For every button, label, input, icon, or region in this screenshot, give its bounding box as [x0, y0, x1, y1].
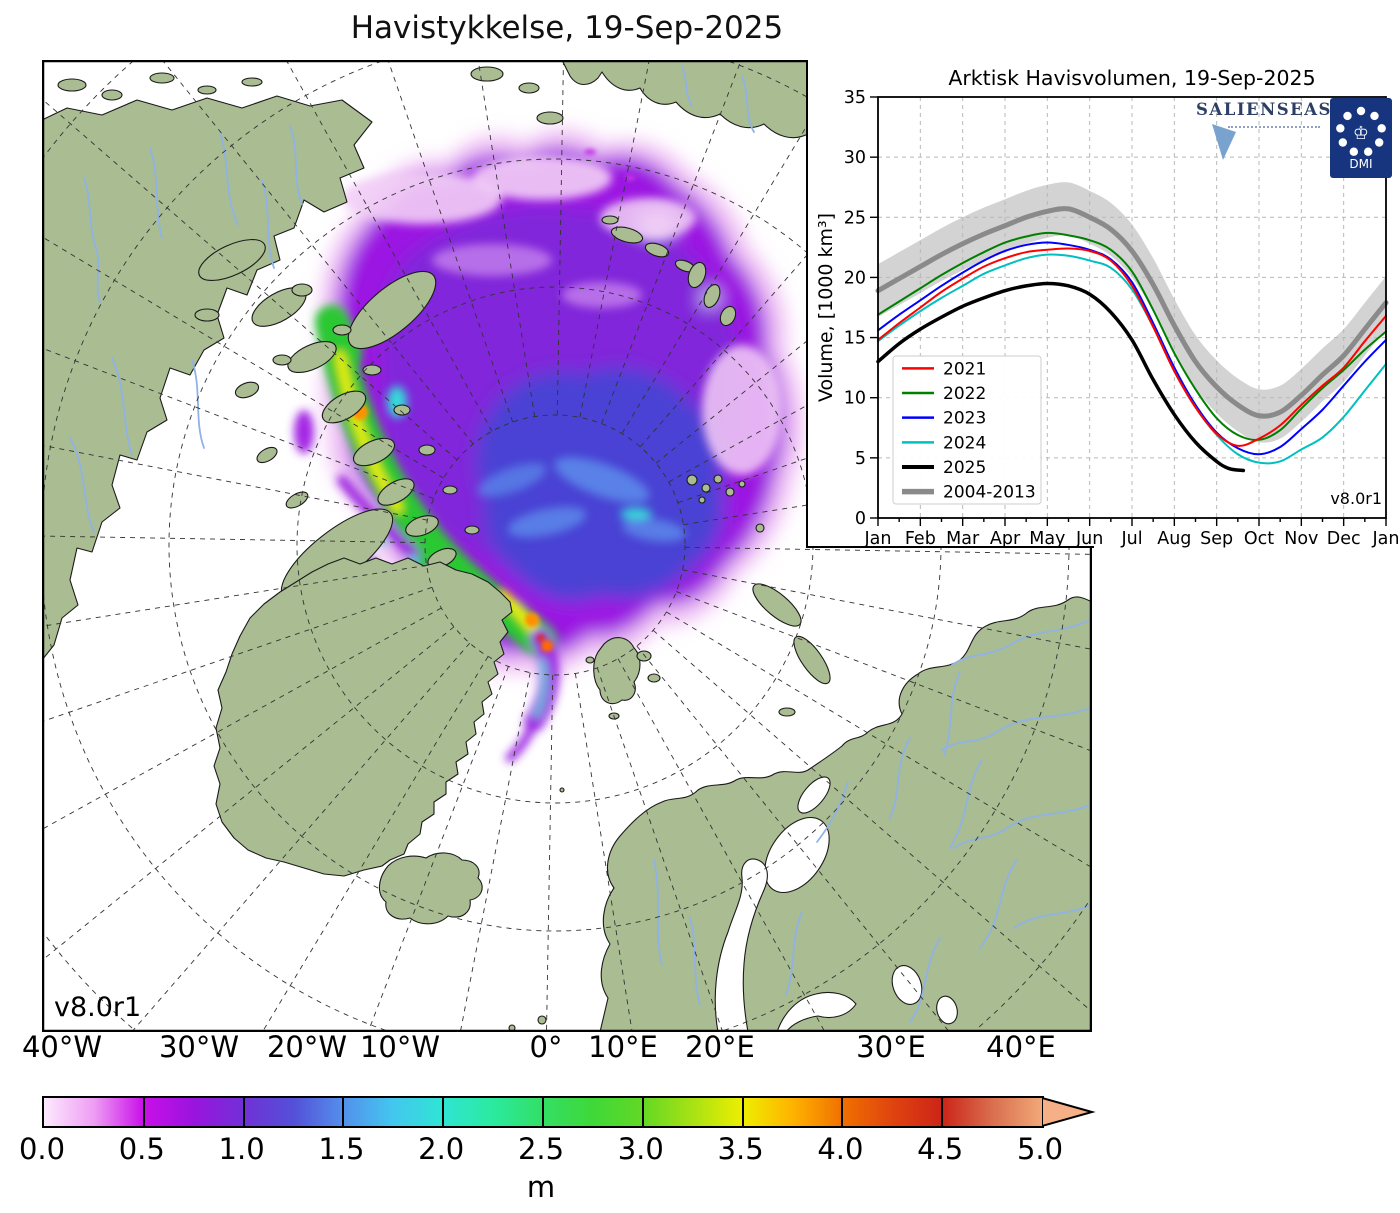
series-2004-2013: [875, 206, 1389, 419]
salienseas-label: SALIENSEAS: [1196, 100, 1332, 119]
series-2022: [877, 231, 1387, 441]
series-2024: [877, 253, 1387, 465]
legend-label: 2025: [943, 458, 986, 478]
y-tick-label: 10: [844, 389, 866, 409]
svg-text:♔: ♔: [1353, 123, 1369, 144]
x-tick-label: Aug: [1157, 529, 1191, 548]
dmi-crown-icon: ♔ DMI: [1330, 98, 1392, 178]
x-tick-label: Oct: [1244, 529, 1274, 548]
x-tick-label: Dec: [1327, 529, 1361, 548]
y-tick-label: 0: [855, 509, 866, 529]
chart-version-label: v8.0r1: [1330, 489, 1382, 508]
y-tick-label: 35: [844, 88, 866, 108]
volume-chart-panel: Jan Feb Mar Apr May Jun Jul Aug Sep Oct Nov Dec Jan 0…: [806, 60, 1400, 548]
colorbar-tick: [841, 1098, 844, 1126]
colorbar-unit-label: m: [526, 1170, 556, 1204]
panel-edge: [806, 60, 808, 548]
salienseas-sail-icon: [1212, 124, 1236, 160]
lon-tick-label: 10°E: [588, 1030, 658, 1064]
y-tick-label: 15: [844, 329, 866, 349]
colorbar-tick: [641, 1098, 644, 1126]
colorbar-tick-label: 4.0: [817, 1132, 864, 1166]
x-tick-label: Nov: [1284, 529, 1318, 548]
colorbar-tick: [342, 1098, 345, 1126]
legend-label: 2022: [943, 384, 986, 404]
thickness-colorbar: [42, 1096, 1100, 1130]
legend-label: 2021: [943, 359, 986, 379]
x-tick-label: Apr: [990, 529, 1021, 548]
colorbar-tick: [741, 1098, 744, 1126]
colorbar-tick: [442, 1098, 445, 1126]
lon-tick-label: 20°W: [266, 1030, 348, 1064]
lon-tick-label: 30°E: [856, 1030, 926, 1064]
y-tick-label: 5: [855, 449, 866, 469]
chart-title: Arktisk Havisvolumen, 19-Sep-2025: [948, 66, 1315, 90]
colorbar-tick-label: 2.0: [418, 1132, 465, 1166]
x-tick-label: Jul: [1120, 529, 1142, 548]
x-tick-label: Sep: [1200, 529, 1233, 548]
colorbar-tick-label: 1.5: [318, 1132, 365, 1166]
colorbar-tick: [142, 1098, 145, 1126]
lon-tick-label: 10°W: [359, 1030, 441, 1064]
lon-tick-label: 40°W: [21, 1030, 103, 1064]
x-tick-label: Jun: [1075, 529, 1103, 548]
x-tick-label: Mar: [946, 529, 980, 548]
colorbar-gradient: [42, 1096, 1044, 1128]
panel-edge: [806, 546, 1094, 548]
colorbar-tick: [941, 1098, 944, 1126]
y-tick-label: 20: [844, 268, 866, 288]
salienseas-logo: SALIENSEAS: [1196, 100, 1346, 190]
colorbar-tick-label: 3.5: [717, 1132, 764, 1166]
lon-tick-label: 0°: [529, 1030, 563, 1064]
legend-label: 2024: [943, 433, 986, 453]
lon-tick-label: 40°E: [986, 1030, 1056, 1064]
colorbar-arrow: [1042, 1096, 1096, 1128]
x-tick-label: Jan: [1372, 529, 1400, 548]
lon-tick-label: 30°W: [158, 1030, 240, 1064]
x-tick-label: Feb: [905, 529, 936, 548]
lon-tick-label: 20°E: [685, 1030, 755, 1064]
climatology-band: [878, 182, 1386, 443]
colorbar-tick-label: 3.0: [617, 1132, 664, 1166]
series-2023: [877, 241, 1387, 456]
colorbar-tick: [542, 1098, 544, 1126]
series-2021: [877, 247, 1387, 447]
colorbar-tick-label: 2.5: [517, 1132, 565, 1166]
y-tick-label: 25: [844, 208, 866, 228]
dmi-logo: ♔ DMI: [1330, 98, 1392, 182]
page-title: Havistykkelse, 19-Sep-2025: [350, 10, 784, 46]
salienseas-tagline: [1228, 126, 1320, 128]
x-tick-label: Jan: [864, 529, 892, 548]
colorbar-tick-label: 0.5: [118, 1132, 165, 1166]
y-tick-label: 30: [844, 148, 866, 168]
y-axis-label: Volume, [1000 km³]: [815, 213, 837, 402]
colorbar-tick-label: 0.0: [18, 1132, 66, 1166]
series-2025: [876, 281, 1246, 473]
colorbar-tick-label: 1.0: [218, 1132, 265, 1166]
legend-label: 2004-2013: [943, 483, 1036, 503]
rivers: [69, 65, 1091, 1023]
svg-text:DMI: DMI: [1349, 157, 1372, 171]
colorbar-tick: [242, 1098, 245, 1126]
x-tick-label: May: [1029, 529, 1065, 548]
legend-label: 2023: [943, 409, 986, 429]
colorbar-tick-label: 5.0: [1016, 1132, 1064, 1166]
volume-chart: Jan Feb Mar Apr May Jun Jul Aug Sep Oct Nov Dec Jan0…: [815, 66, 1400, 548]
colorbar-tick-label: 4.5: [917, 1132, 964, 1166]
map-version-label: v8.0r1: [54, 992, 142, 1023]
